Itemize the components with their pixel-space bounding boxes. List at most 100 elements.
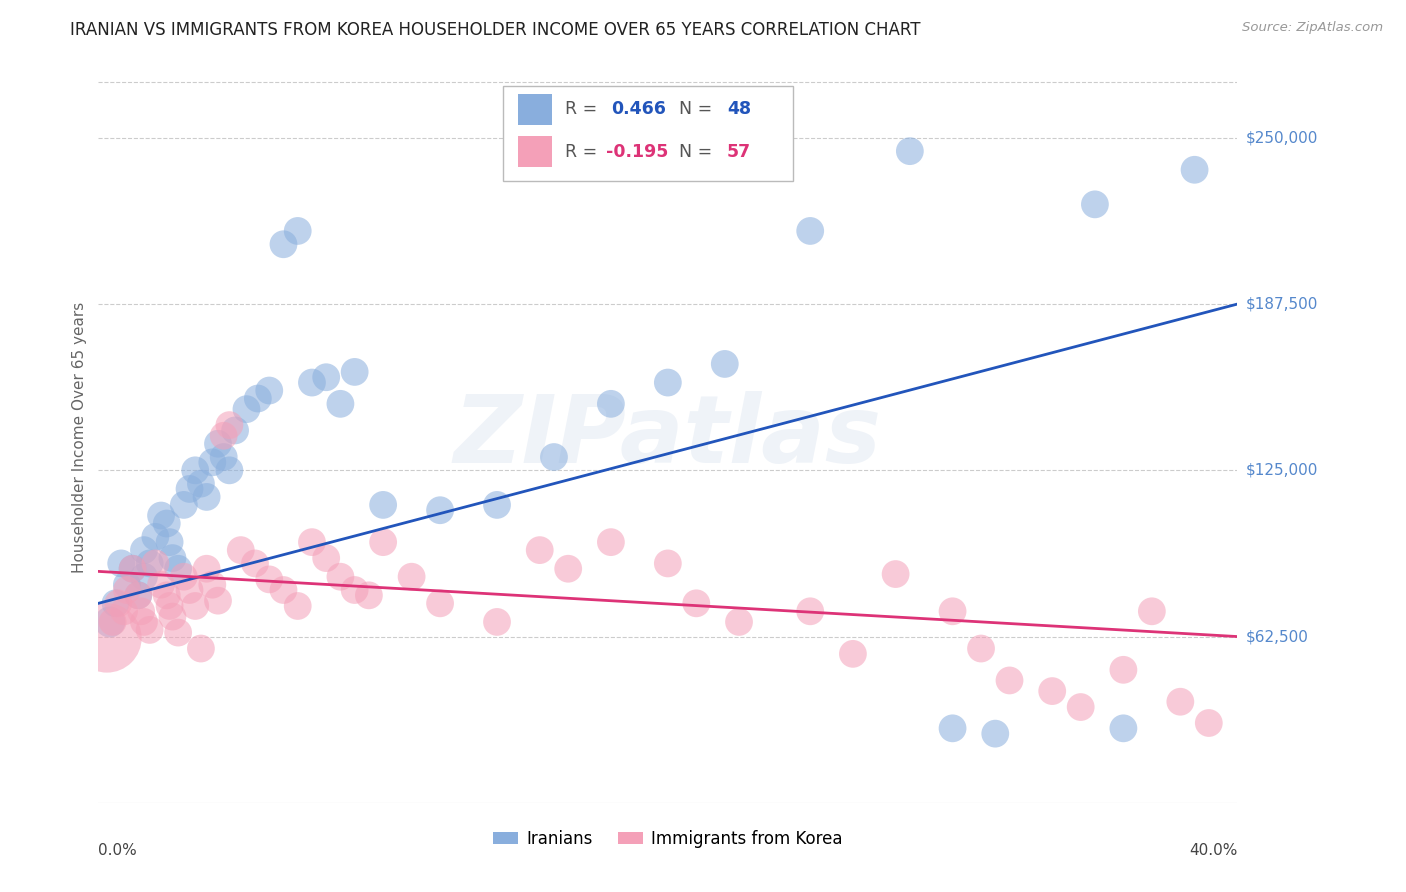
Point	[132, 543, 155, 558]
Point	[218, 463, 240, 477]
Text: R =: R =	[565, 101, 603, 119]
Point	[224, 424, 246, 438]
Point	[315, 370, 337, 384]
Text: -0.195: -0.195	[606, 143, 669, 161]
Point	[243, 557, 266, 571]
Point	[287, 599, 309, 613]
Text: 48: 48	[727, 101, 751, 119]
Point	[714, 357, 737, 371]
Point	[1070, 700, 1092, 714]
Text: N =: N =	[679, 101, 718, 119]
Text: 40.0%: 40.0%	[1189, 843, 1237, 858]
Point	[110, 557, 132, 571]
Point	[159, 535, 181, 549]
Point	[121, 562, 143, 576]
Y-axis label: Householder Income Over 65 years: Householder Income Over 65 years	[72, 301, 87, 573]
Point	[156, 588, 179, 602]
Point	[600, 397, 623, 411]
Point	[173, 498, 195, 512]
Point	[138, 557, 160, 571]
Point	[942, 722, 965, 736]
Point	[235, 402, 257, 417]
Point	[150, 508, 173, 523]
Point	[273, 582, 295, 597]
Point	[96, 631, 118, 645]
Point	[112, 604, 135, 618]
Text: IRANIAN VS IMMIGRANTS FROM KOREA HOUSEHOLDER INCOME OVER 65 YEARS CORRELATION CH: IRANIAN VS IMMIGRANTS FROM KOREA HOUSEHO…	[70, 21, 921, 39]
Text: ZIPatlas: ZIPatlas	[454, 391, 882, 483]
Point	[884, 567, 907, 582]
Text: N =: N =	[679, 143, 718, 161]
Point	[373, 498, 395, 512]
Point	[343, 365, 366, 379]
Point	[1170, 695, 1192, 709]
Point	[315, 551, 337, 566]
Point	[301, 376, 323, 390]
Point	[259, 384, 281, 398]
Point	[201, 577, 224, 591]
Point	[207, 436, 229, 450]
Text: Source: ZipAtlas.com: Source: ZipAtlas.com	[1243, 21, 1384, 35]
Point	[184, 599, 207, 613]
Point	[190, 641, 212, 656]
Point	[207, 593, 229, 607]
Text: $62,500: $62,500	[1246, 629, 1309, 644]
Point	[115, 577, 138, 591]
Point	[329, 397, 352, 411]
Point	[329, 570, 352, 584]
Point	[486, 615, 509, 629]
Point	[159, 599, 181, 613]
Point	[657, 376, 679, 390]
Point	[212, 450, 235, 464]
Point	[162, 609, 184, 624]
Point	[218, 418, 240, 433]
Text: R =: R =	[565, 143, 603, 161]
Point	[1040, 684, 1063, 698]
Point	[115, 582, 138, 597]
Text: 0.0%: 0.0%	[98, 843, 138, 858]
Point	[162, 551, 184, 566]
Point	[343, 582, 366, 597]
Point	[127, 588, 149, 602]
FancyBboxPatch shape	[503, 86, 793, 181]
Point	[1140, 604, 1163, 618]
Point	[145, 530, 167, 544]
Point	[357, 588, 380, 602]
Text: 57: 57	[727, 143, 751, 161]
Point	[486, 498, 509, 512]
Point	[145, 557, 167, 571]
Text: $187,500: $187,500	[1246, 297, 1317, 311]
Point	[150, 577, 173, 591]
Point	[127, 588, 149, 602]
Point	[799, 604, 821, 618]
Point	[184, 463, 207, 477]
Point	[129, 604, 152, 618]
Point	[942, 604, 965, 618]
Point	[1198, 716, 1220, 731]
Legend: Iranians, Immigrants from Korea: Iranians, Immigrants from Korea	[486, 823, 849, 855]
Point	[229, 543, 252, 558]
Point	[557, 562, 579, 576]
Point	[898, 144, 921, 158]
Point	[167, 625, 190, 640]
Point	[104, 596, 127, 610]
Point	[1084, 197, 1107, 211]
Point	[167, 562, 190, 576]
Point	[301, 535, 323, 549]
Text: 0.466: 0.466	[610, 101, 666, 119]
Point	[657, 557, 679, 571]
Point	[984, 726, 1007, 740]
Point	[259, 573, 281, 587]
Point	[842, 647, 865, 661]
Point	[101, 615, 124, 629]
Point	[429, 596, 451, 610]
Point	[970, 641, 993, 656]
Point	[998, 673, 1021, 688]
Point	[173, 570, 195, 584]
Point	[195, 562, 218, 576]
Point	[373, 535, 395, 549]
Point	[98, 615, 121, 629]
Point	[429, 503, 451, 517]
Point	[138, 623, 160, 637]
Point	[287, 224, 309, 238]
